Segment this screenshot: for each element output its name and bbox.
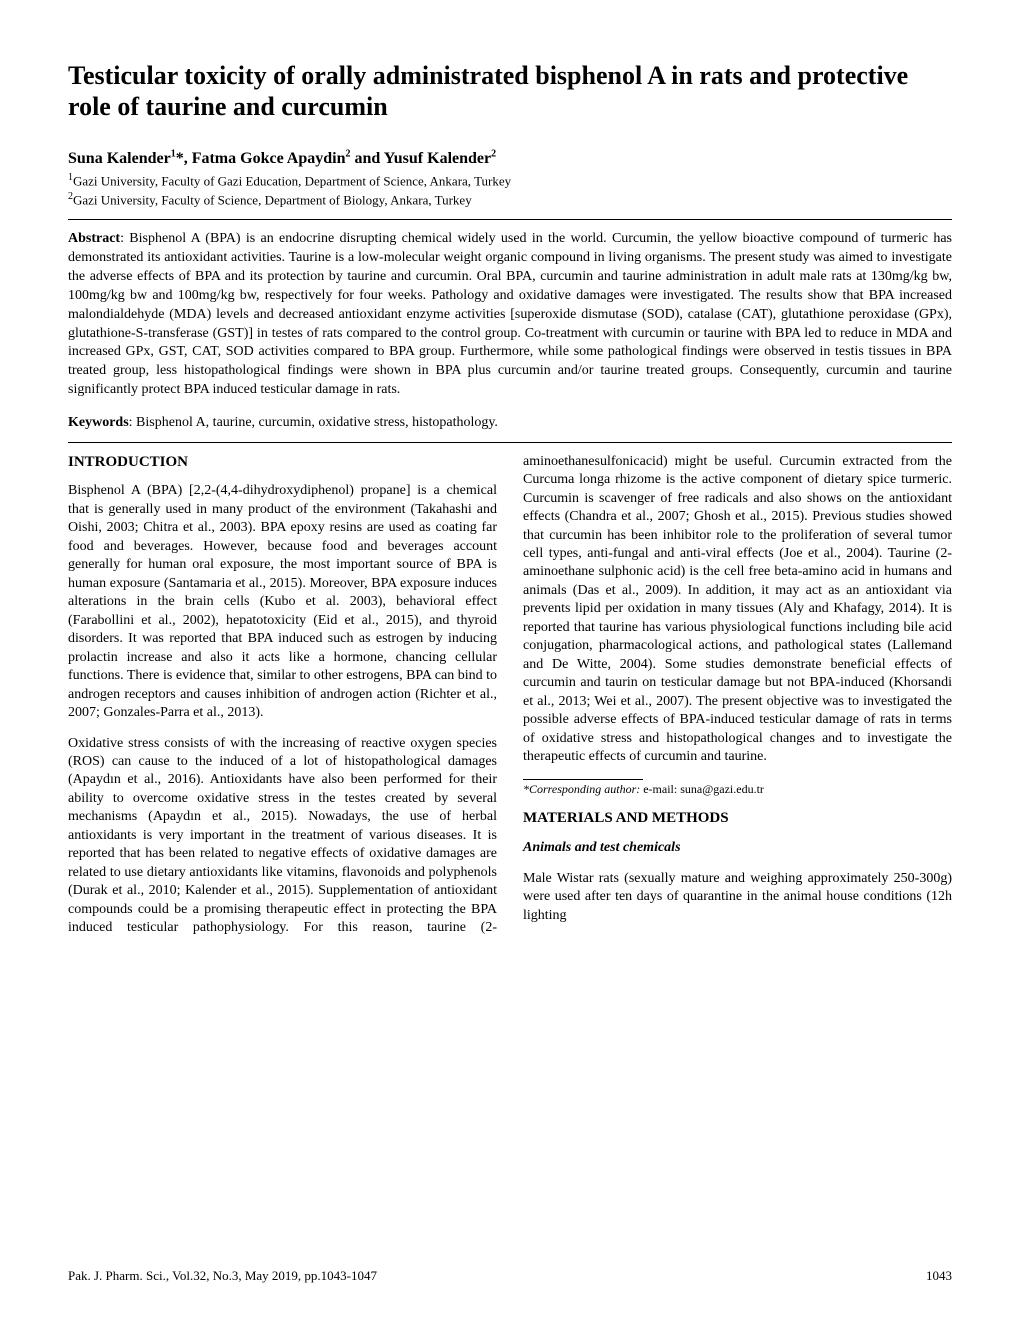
footnote-text: e-mail: suna@gazi.edu.tr bbox=[640, 782, 764, 796]
abstract-label: Abstract bbox=[68, 231, 120, 246]
rule-top bbox=[68, 219, 952, 220]
authors-text: Suna Kalender1*, Fatma Gokce Apaydin2 an… bbox=[68, 150, 496, 167]
affiliation-1: 1Gazi University, Faculty of Gazi Educat… bbox=[68, 171, 952, 190]
intro-paragraph-1: Bisphenol A (BPA) [2,2-(4,4-dihydroxydip… bbox=[68, 482, 497, 722]
footer-page-number: 1043 bbox=[926, 1268, 952, 1284]
keywords-label: Keywords bbox=[68, 415, 129, 430]
footnote-label: *Corresponding author: bbox=[523, 782, 640, 796]
affiliation-1-text: Gazi University, Faculty of Gazi Educati… bbox=[73, 173, 511, 188]
keywords-text: : Bisphenol A, taurine, curcumin, oxidat… bbox=[129, 415, 498, 430]
rule-bottom bbox=[68, 442, 952, 443]
section-introduction: INTRODUCTION bbox=[68, 453, 497, 473]
body-columns: INTRODUCTION Bisphenol A (BPA) [2,2-(4,4… bbox=[68, 453, 952, 938]
article-title: Testicular toxicity of orally administra… bbox=[68, 60, 952, 122]
section-materials-methods: MATERIALS AND METHODS bbox=[523, 809, 952, 829]
page-footer: Pak. J. Pharm. Sci., Vol.32, No.3, May 2… bbox=[68, 1268, 952, 1284]
keywords-block: Keywords: Bisphenol A, taurine, curcumin… bbox=[68, 414, 952, 432]
mm-paragraph-1: Male Wistar rats (sexually mature and we… bbox=[523, 870, 952, 925]
footer-citation: Pak. J. Pharm. Sci., Vol.32, No.3, May 2… bbox=[68, 1268, 377, 1284]
footnote-rule bbox=[523, 779, 643, 780]
abstract-text: : Bisphenol A (BPA) is an endocrine disr… bbox=[68, 231, 952, 397]
abstract-block: Abstract: Bisphenol A (BPA) is an endocr… bbox=[68, 230, 952, 400]
affiliation-2: 2Gazi University, Faculty of Science, De… bbox=[68, 190, 952, 209]
affiliation-2-text: Gazi University, Faculty of Science, Dep… bbox=[73, 192, 472, 207]
corresponding-footnote: *Corresponding author: e-mail: suna@gazi… bbox=[523, 782, 952, 798]
subhead-animals: Animals and test chemicals bbox=[523, 839, 952, 857]
authors-line: Suna Kalender1*, Fatma Gokce Apaydin2 an… bbox=[68, 148, 952, 168]
